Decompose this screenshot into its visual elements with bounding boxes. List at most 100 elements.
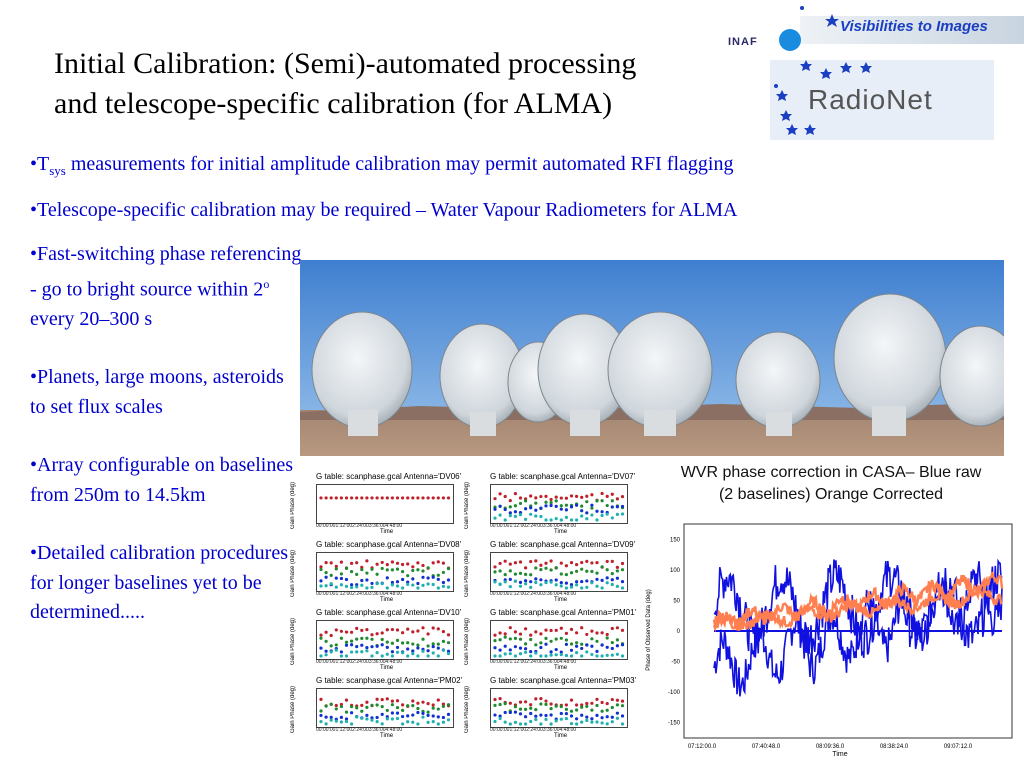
plot-point	[319, 654, 323, 658]
plot-point	[580, 703, 584, 707]
plot-point	[395, 496, 400, 500]
wvr-ytick: -50	[671, 660, 680, 666]
plot-point	[518, 637, 523, 641]
plot-point	[564, 508, 568, 512]
plot-point	[498, 504, 502, 508]
plot-point	[508, 710, 512, 715]
plot-point	[370, 703, 374, 707]
plot-point	[339, 636, 343, 640]
plot-point	[605, 494, 609, 498]
plot-point	[380, 705, 384, 709]
plot-point	[513, 654, 517, 658]
plot-xlabel: Time	[380, 597, 394, 603]
plot-point	[549, 501, 553, 505]
plot-point	[411, 630, 415, 634]
plot-point	[524, 722, 528, 726]
plot-point	[421, 626, 425, 630]
plot-point	[503, 507, 507, 512]
plot-point	[493, 654, 497, 658]
plot-point	[518, 652, 523, 656]
plot-point	[329, 582, 333, 586]
plot-point	[585, 494, 589, 498]
plot-point	[390, 583, 394, 587]
plot-point	[380, 643, 384, 647]
plot-point	[620, 568, 625, 572]
plot-point	[370, 567, 374, 571]
plot-point	[498, 582, 502, 586]
plot-point	[498, 638, 502, 642]
plot-point	[554, 704, 558, 708]
bullet-tsys: •Tsys measurements for initial amplitude…	[30, 153, 734, 178]
plot-point	[539, 696, 543, 701]
plot-point	[360, 636, 364, 641]
plot-point	[564, 515, 568, 519]
plot-point	[339, 560, 343, 564]
plot-point	[580, 654, 584, 658]
plot-point	[585, 643, 589, 647]
plot-point	[365, 586, 369, 590]
plot-point	[319, 713, 323, 718]
plot-point	[360, 628, 364, 632]
plot-point	[513, 579, 517, 583]
plot-point	[350, 496, 354, 500]
plot-point	[585, 579, 589, 583]
plot-point	[395, 699, 400, 703]
plot-point	[615, 711, 619, 715]
plot-point	[595, 571, 599, 575]
plot-point	[344, 577, 349, 582]
wvr-xtick: 07:40:48.0	[752, 744, 781, 750]
plot-point	[503, 720, 507, 724]
plot-xticks: 00:00:001:12:002:24:003:36:004:48:00	[316, 591, 403, 597]
plot-point	[360, 496, 364, 500]
plot-point	[539, 583, 543, 587]
plot-point	[344, 640, 349, 644]
plot-point	[385, 496, 389, 500]
plot-point	[431, 644, 435, 649]
side-bullets: •Fast-switching phase referencing - go t…	[30, 240, 302, 657]
plot-point	[554, 578, 558, 582]
plot-point	[441, 704, 445, 708]
gain-phase-plot: G table: scanphase.gcal Antenna='PM01' Ga…	[464, 608, 636, 672]
plot-point	[524, 499, 528, 503]
plot-point	[554, 653, 558, 657]
plot-point	[595, 509, 599, 513]
plot-point	[498, 492, 502, 496]
plot-point	[513, 572, 517, 576]
plot-point	[580, 713, 584, 717]
plot-point	[544, 500, 548, 504]
plot-point	[339, 650, 343, 654]
plot-point	[508, 569, 512, 573]
plot-point	[426, 720, 430, 724]
plot-point	[493, 713, 497, 717]
plot-point	[580, 626, 584, 630]
plot-point	[329, 496, 333, 500]
plot-point	[595, 654, 599, 658]
plot-point	[544, 702, 548, 707]
plot-point	[549, 559, 553, 563]
plot-xticks: 00:00:001:12:002:24:003:36:004:48:00	[490, 727, 577, 733]
plot-point	[610, 697, 614, 702]
plot-point	[344, 698, 349, 702]
plot-point	[524, 700, 528, 704]
plot-point	[503, 710, 507, 715]
plot-point	[324, 630, 328, 634]
plot-point	[605, 568, 609, 572]
plot-point	[441, 648, 445, 652]
plot-point	[585, 718, 589, 723]
plot-point	[595, 703, 599, 708]
plot-point	[580, 720, 584, 724]
plot-point	[436, 577, 440, 581]
plot-point	[569, 698, 574, 702]
plot-point	[585, 650, 589, 654]
plot-point	[498, 697, 502, 701]
plot-point	[564, 716, 568, 721]
plot-point	[620, 561, 625, 566]
plot-point	[385, 628, 389, 632]
plot-point	[564, 707, 568, 711]
plot-point	[329, 718, 333, 722]
plot-point	[395, 628, 400, 632]
plot-point	[411, 652, 415, 656]
plot-point	[446, 585, 451, 589]
plot-point	[319, 565, 323, 569]
plot-point	[498, 561, 502, 566]
